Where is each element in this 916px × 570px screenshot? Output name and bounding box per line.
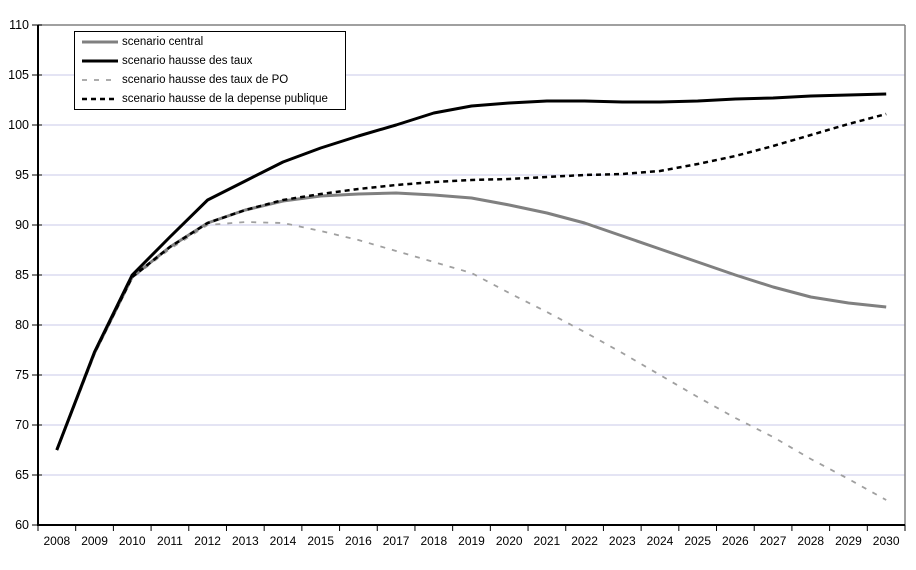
x-axis-label: 2021: [534, 534, 561, 548]
x-axis-label: 2025: [684, 534, 711, 548]
legend-label: scenario hausse des taux: [122, 55, 253, 68]
x-axis-label: 2018: [420, 534, 447, 548]
y-axis-label: 80: [15, 318, 29, 332]
x-axis-label: 2017: [383, 534, 410, 548]
legend-item: scenario hausse des taux de PO: [81, 71, 341, 89]
y-axis-label: 65: [15, 468, 29, 482]
legend-item: scenario hausse des taux: [81, 52, 341, 70]
x-axis-label: 2013: [232, 534, 259, 548]
y-axis-label: 110: [9, 18, 29, 32]
x-axis-label: 2022: [571, 534, 598, 548]
x-axis-label: 2016: [345, 534, 372, 548]
x-axis-label: 2019: [458, 534, 485, 548]
legend-label: scenario hausse des taux de PO: [122, 73, 289, 86]
series-line-scenario-hausse-de-la-depense-publique: [55, 112, 887, 451]
plot-border: [38, 24, 906, 525]
x-axis-labels: 2008 2009 2010 2011 2012 2013 2014 2015 2016 2017…: [43, 534, 899, 548]
x-axis-label: 2009: [81, 534, 108, 548]
y-axis-label: 100: [8, 118, 29, 132]
legend-swatch-line: [82, 40, 118, 44]
gridlines: [38, 74, 905, 476]
series-line-scenario-hausse-des-taux: [55, 92, 887, 451]
x-axis-label: 2024: [647, 534, 674, 548]
x-axis-label: 2014: [270, 534, 297, 548]
x-axis-label: 2026: [722, 534, 749, 548]
y-axis-label: 70: [15, 418, 29, 432]
y-axis-label: 105: [8, 68, 29, 82]
axis-ticks: [32, 24, 906, 531]
x-axis-label: 2008: [43, 534, 70, 548]
y-axis-label: 75: [15, 368, 29, 382]
legend-swatch-line: [82, 97, 118, 100]
y-axis-labels: 60 65 70 75 80 85 90 95 100 105 110: [8, 18, 29, 532]
legend-item: scenario central: [81, 33, 341, 51]
legend-item: scenario hausse de la depense publique: [81, 90, 341, 108]
x-axis-label: 2027: [760, 534, 787, 548]
x-axis-label: 2023: [609, 534, 636, 548]
x-axis-label: 2010: [119, 534, 146, 548]
y-axis-label: 85: [15, 268, 29, 282]
x-axis-label: 2020: [496, 534, 523, 548]
series-lines: [55, 92, 887, 501]
x-axis-label: 2030: [873, 534, 900, 548]
legend: scenario central scenario hausse des taux…: [74, 31, 346, 110]
x-axis-label: 2015: [307, 534, 334, 548]
x-axis-label: 2012: [194, 534, 221, 548]
x-axis-label: 2028: [797, 534, 824, 548]
y-axis-label: 90: [15, 218, 29, 232]
legend-label: scenario hausse de la depense publique: [122, 92, 328, 105]
series-line-scenario-hausse-des-taux-de-PO: [55, 221, 887, 501]
legend-label: scenario central: [122, 36, 204, 49]
legend-swatch-line: [82, 78, 118, 81]
x-axis-label: 2029: [835, 534, 862, 548]
y-axis-label: 60: [15, 518, 29, 532]
series-line-scenario-central: [55, 191, 887, 451]
x-axis-label: 2011: [157, 534, 183, 548]
y-axis-label: 95: [15, 168, 29, 182]
legend-swatch-line: [82, 59, 118, 63]
